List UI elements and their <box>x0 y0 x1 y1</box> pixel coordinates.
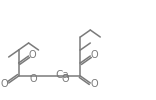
Text: O: O <box>30 74 37 84</box>
Text: Ca: Ca <box>56 70 69 80</box>
Text: O: O <box>90 50 98 60</box>
Text: O: O <box>1 79 9 89</box>
Text: O: O <box>90 79 98 89</box>
Text: O: O <box>29 50 36 60</box>
Text: O: O <box>62 74 69 84</box>
